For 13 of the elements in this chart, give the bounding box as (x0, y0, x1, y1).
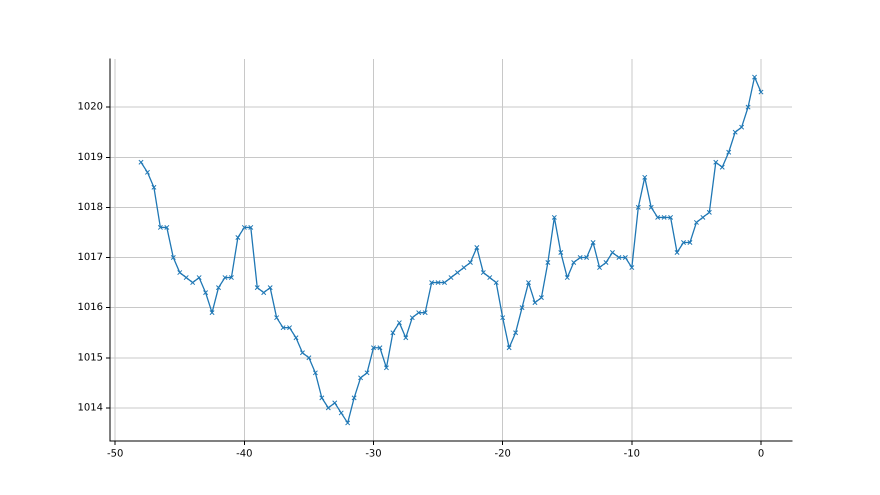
x-tick-label: -40 (236, 448, 253, 460)
x-tick-label: -10 (624, 448, 640, 460)
y-tick-label: 1019 (78, 152, 103, 163)
y-tick-label: 1018 (78, 202, 103, 213)
x-tick-label: -20 (494, 448, 511, 460)
y-tick-label: 1016 (78, 302, 103, 314)
y-tick-label: 1017 (78, 252, 103, 264)
y-tick-label: 1020 (78, 102, 103, 113)
x-tick-label: -30 (365, 448, 382, 460)
x-tick-label: -50 (106, 448, 124, 460)
y-tick-label: 1015 (78, 352, 103, 364)
x-tick-label: 0 (758, 448, 764, 460)
y-tick-label: 1014 (78, 402, 103, 414)
